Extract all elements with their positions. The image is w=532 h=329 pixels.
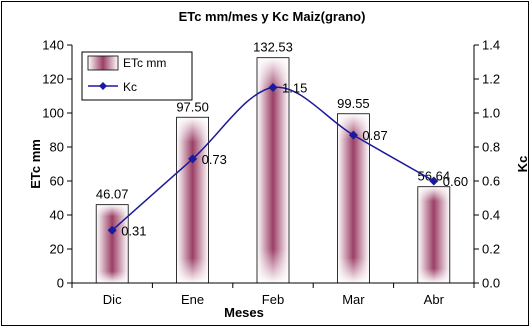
y2-tick-label: 0.4 [482, 208, 500, 223]
kc-data-label: 0.60 [443, 174, 468, 189]
x-tick-label: Abr [424, 292, 445, 307]
kc-point [268, 83, 278, 92]
x-ticks: Dic Ene Feb Mar Abr [71, 283, 475, 307]
x-tick-label: Mar [342, 292, 365, 307]
bar-label-layer: 46.07 97.50 132.53 99.55 56.64 [96, 40, 450, 202]
bar-data-label: 99.55 [337, 96, 370, 111]
legend-kc-marker [99, 82, 107, 90]
bar-fade [176, 117, 209, 283]
y-axis-label: ETc mm [28, 139, 43, 189]
bar-abr [417, 186, 451, 284]
bar-ene [176, 116, 210, 284]
x-tick-label: Dic [103, 292, 122, 307]
y2-tick-label: 1.2 [482, 72, 500, 87]
bar-data-label: 56.64 [418, 169, 451, 184]
bar-data-label: 97.50 [176, 99, 209, 114]
kc-data-label: 0.31 [121, 223, 146, 238]
kc-point [107, 225, 117, 235]
y-tick-label: 20 [50, 242, 64, 257]
bar-dic [95, 204, 129, 284]
x-axis-label: Meses [224, 305, 264, 320]
y-tick-label: 120 [42, 72, 64, 87]
bar-fade [96, 204, 129, 283]
y-tick-label: 140 [42, 38, 64, 53]
x-tick-label: Feb [262, 292, 284, 307]
kc-series: 0.31 0.73 1.15 0.87 0.60 [107, 81, 468, 238]
legend-label-etc: ETc mm [123, 56, 166, 70]
y2-tick-label: 0.2 [482, 242, 500, 257]
y-tick-label: 100 [42, 106, 64, 121]
chart-title: ETc mm/mes y Kc Maiz(grano) [179, 9, 366, 24]
y2-tick-label: 0.6 [482, 174, 500, 189]
bar-fade [417, 186, 450, 283]
y-tick-label: 60 [50, 174, 64, 189]
bar-feb [256, 57, 290, 284]
kc-data-label: 1.15 [282, 81, 307, 96]
y2-tick-label: 1.0 [482, 106, 500, 121]
legend-label-kc: Kc [123, 80, 137, 94]
bar-layer [95, 57, 451, 284]
y-ticks-left: 0 20 40 60 80 100 120 140 [42, 38, 72, 291]
y2-tick-label: 0.8 [482, 140, 500, 155]
y-ticks-right: 0.0 0.2 0.4 0.6 0.8 1.0 1.2 1.4 [474, 38, 500, 291]
kc-point [429, 176, 439, 186]
legend: ETc mm Kc [81, 51, 193, 101]
bar-data-label: 46.07 [96, 187, 129, 202]
bar-fade [257, 57, 289, 283]
y-tick-label: 80 [50, 140, 64, 155]
y-tick-label: 0 [57, 276, 64, 291]
y-tick-label: 40 [50, 208, 64, 223]
bar-data-label: 132.53 [253, 40, 293, 55]
legend-bar-swatch [87, 55, 119, 71]
kc-data-label: 0.73 [202, 152, 227, 167]
kc-data-label: 0.87 [362, 128, 387, 143]
y2-tick-label: 1.4 [482, 38, 500, 53]
x-tick-label: Ene [181, 292, 204, 307]
y2-axis-label: Kc [515, 156, 530, 173]
kc-point [348, 130, 358, 140]
kc-point [188, 154, 198, 164]
y2-tick-label: 0.0 [482, 276, 500, 291]
